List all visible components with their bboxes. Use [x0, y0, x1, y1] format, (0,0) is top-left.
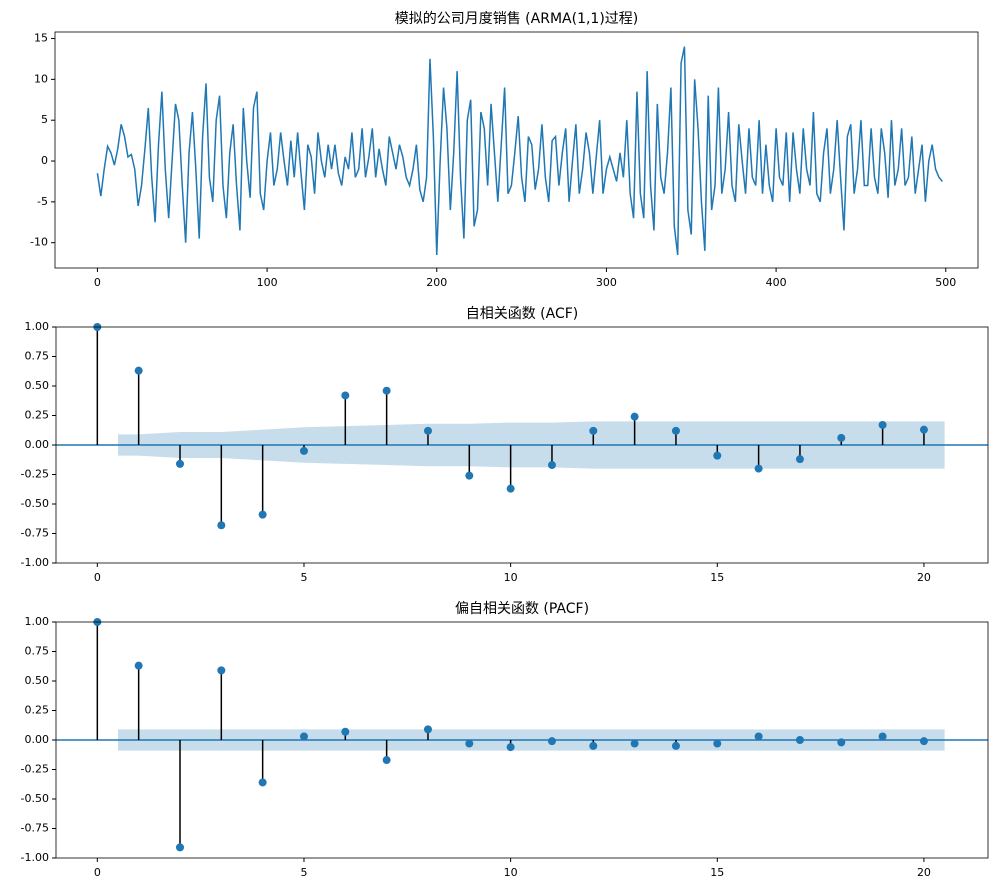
y-tick-label: 0.00	[25, 438, 50, 451]
y-tick-label: 15	[34, 32, 48, 45]
y-tick-label: 0.25	[25, 704, 50, 717]
x-tick-label: 300	[596, 276, 617, 289]
stem-marker	[878, 732, 887, 741]
stem-marker	[837, 433, 846, 442]
x-tick-label: 5	[300, 571, 307, 584]
y-tick-label: 0.00	[25, 733, 50, 746]
y-tick-label: -0.50	[21, 497, 49, 510]
x-tick-label: 20	[917, 571, 931, 584]
stem-marker	[465, 739, 474, 748]
y-tick-label: 0.50	[25, 674, 50, 687]
stem-marker	[299, 732, 308, 741]
x-tick-label: 100	[257, 276, 278, 289]
stem-marker	[175, 459, 184, 468]
stem-marker	[754, 732, 763, 741]
axes-frame	[55, 326, 989, 564]
stem-marker	[134, 661, 143, 670]
stem-marker	[837, 738, 846, 747]
stem-marker	[341, 391, 350, 400]
stem-marker	[217, 521, 226, 530]
x-tick-label: 0	[94, 866, 101, 879]
stem-marker	[589, 426, 598, 435]
stem-marker	[795, 455, 804, 464]
stem-marker	[382, 756, 391, 765]
y-tick-label: -10	[30, 236, 48, 249]
y-tick-label: -5	[37, 195, 48, 208]
stem-marker	[919, 737, 928, 746]
stem-marker	[258, 778, 267, 787]
y-tick-label: 0.25	[25, 409, 50, 422]
x-tick-label: 10	[504, 866, 518, 879]
y-tick-label: 1.00	[25, 320, 50, 333]
y-tick-label: 0.50	[25, 379, 50, 392]
stem-marker	[630, 412, 639, 421]
y-tick-label: 0	[41, 154, 48, 167]
y-tick-label: 10	[34, 72, 48, 85]
subplot-title: 自相关函数 (ACF)	[466, 306, 579, 322]
stem-marker	[423, 426, 432, 435]
x-tick-label: 400	[766, 276, 787, 289]
x-tick-label: 15	[710, 866, 724, 879]
plot-area	[56, 729, 988, 751]
series-line	[96, 46, 943, 256]
subplot-title: 模拟的公司月度销售 (ARMA(1,1)过程)	[395, 11, 639, 27]
stem-marker	[175, 843, 184, 852]
stem-marker	[299, 446, 308, 455]
stem-marker	[506, 484, 515, 493]
y-tick-label: -0.50	[21, 792, 49, 805]
stem-marker	[506, 743, 515, 752]
stem-marker	[423, 725, 432, 734]
stem-marker	[589, 741, 598, 750]
y-tick-label: 1.00	[25, 615, 50, 628]
x-tick-label: 500	[935, 276, 956, 289]
x-tick-label: 0	[94, 276, 101, 289]
x-tick-label: 20	[917, 866, 931, 879]
y-tick-label: -1.00	[21, 556, 49, 569]
stem-marker	[919, 425, 928, 434]
y-tick-label: 0.75	[25, 350, 50, 363]
stem-marker	[547, 737, 556, 746]
y-tick-label: -1.00	[21, 851, 49, 864]
axes-frame	[54, 31, 979, 269]
plot-area	[56, 421, 988, 469]
x-tick-label: 15	[710, 571, 724, 584]
x-tick-label: 0	[94, 571, 101, 584]
stem-marker	[341, 727, 350, 736]
plot-area	[96, 46, 943, 256]
stem-marker	[754, 464, 763, 473]
y-tick-label: -0.75	[21, 527, 49, 540]
stem-marker	[134, 366, 143, 375]
stem-marker	[671, 426, 680, 435]
subplot-title: 偏自相关函数 (PACF)	[455, 601, 589, 617]
subplot: 模拟的公司月度销售 (ARMA(1,1)过程)0 100 200 300 400 500-…	[30, 11, 979, 289]
y-tick-label: -0.25	[21, 468, 49, 481]
axes-frame	[55, 621, 989, 859]
stem-marker	[878, 420, 887, 429]
stem-marker	[713, 451, 722, 460]
subplot: 偏自相关函数 (PACF) 0 5 10 15 20 -1.00 -0.75 -0.50 -0.2…	[21, 601, 989, 879]
stem-marker	[547, 461, 556, 470]
x-tick-label: 5	[300, 866, 307, 879]
stem-marker	[382, 386, 391, 395]
y-tick-label: 5	[41, 113, 48, 126]
stem-marker	[465, 471, 474, 480]
stem-marker	[671, 741, 680, 750]
stem-marker	[713, 739, 722, 748]
x-tick-label: 200	[426, 276, 447, 289]
stem-marker	[795, 736, 804, 744]
subplot: 自相关函数 (ACF) 0 5 10 15 20 -1.00 -0.75 -0.50 -0.25 0…	[21, 306, 989, 584]
y-tick-label: 0.75	[25, 645, 50, 658]
stem-marker	[258, 510, 267, 519]
y-tick-label: -0.25	[21, 763, 49, 776]
stem-marker	[630, 739, 639, 748]
stem-marker	[217, 666, 226, 675]
y-tick-label: -0.75	[21, 822, 49, 835]
x-tick-label: 10	[504, 571, 518, 584]
